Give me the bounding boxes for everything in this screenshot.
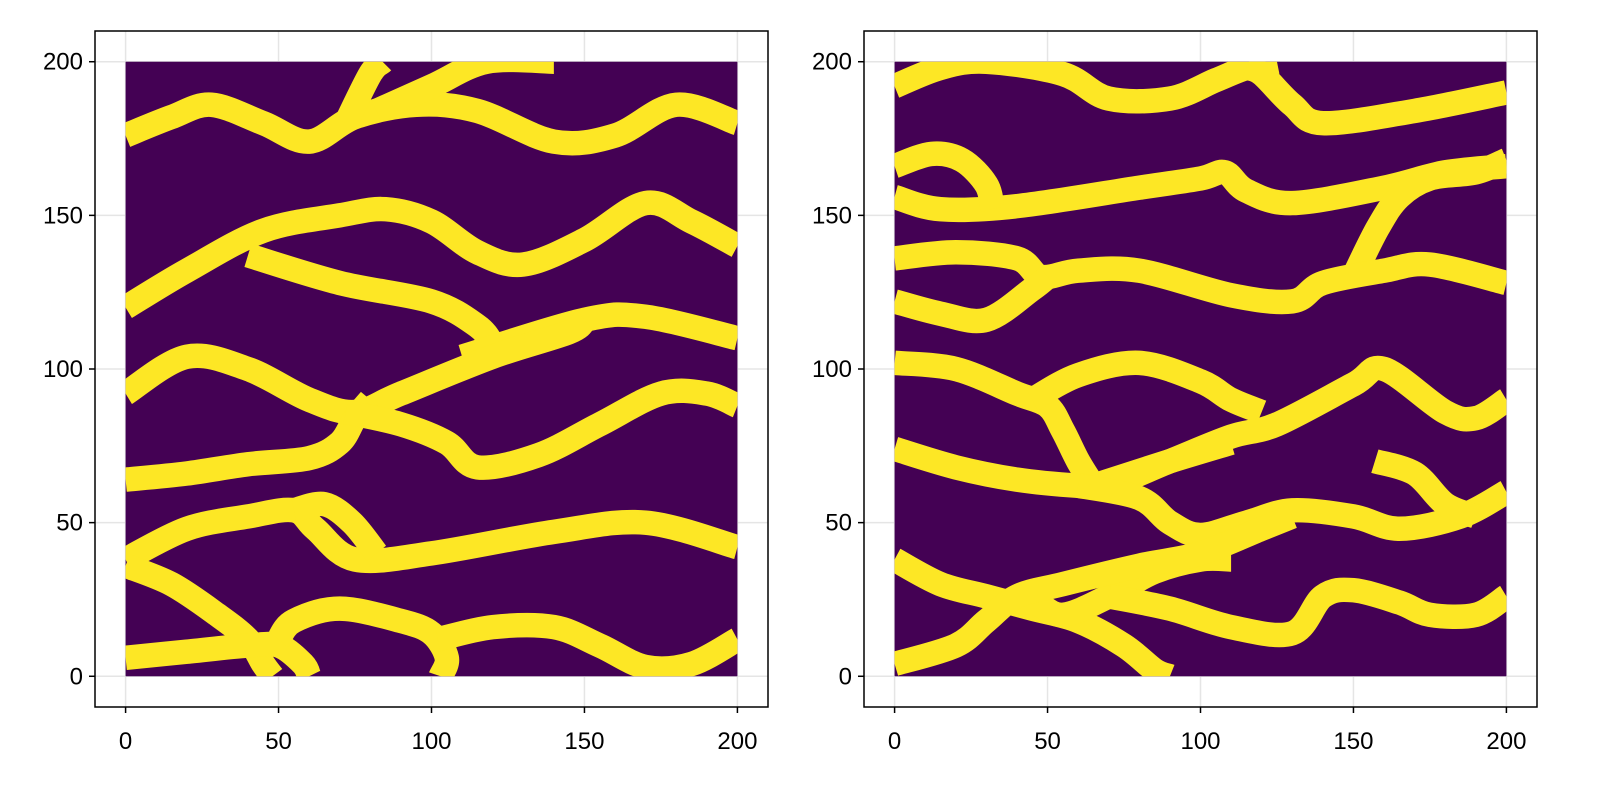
channel-7	[894, 267, 1056, 334]
y-tick-label: 0	[839, 663, 852, 690]
channel-2	[1241, 61, 1507, 136]
y-tick-label: 200	[43, 49, 83, 76]
x-tick-label: 0	[888, 728, 901, 755]
y-tick-label: 200	[812, 49, 852, 76]
channel-13	[125, 631, 321, 677]
channel-8	[894, 350, 1104, 493]
x-tick-label: 200	[717, 728, 757, 755]
x-tick-label: 150	[564, 728, 604, 755]
x-tick-label: 100	[1180, 728, 1220, 755]
channel-group	[894, 61, 1507, 677]
heatmap-panel-right: 0 50 100 150 200 0 50 100 150 200	[812, 30, 1538, 755]
x-tick-label: 150	[1333, 728, 1373, 755]
y-tick-label: 50	[56, 510, 83, 537]
y-tick-label: 50	[825, 510, 852, 537]
y-tick-label: 0	[70, 663, 83, 690]
channel-group	[125, 61, 738, 677]
channel-2	[334, 61, 392, 129]
channel-1	[894, 61, 1280, 114]
channel-12	[125, 554, 283, 677]
x-tick-label: 50	[1034, 728, 1061, 755]
y-tick-label: 100	[43, 356, 83, 383]
x-tick-label: 50	[265, 728, 292, 755]
channel-16	[894, 505, 1297, 676]
channel-11	[290, 491, 387, 561]
heatmap-panel-left: 0 50 100 150 200 0 50 100 150 200	[43, 30, 769, 755]
channel-15	[434, 612, 738, 677]
channel-4	[125, 190, 738, 319]
channel-6	[894, 239, 1507, 315]
channel-9	[343, 378, 738, 480]
channel-5	[1342, 148, 1507, 283]
channel-17	[1106, 577, 1507, 648]
channel-5	[244, 243, 503, 353]
x-tick-label: 100	[411, 728, 451, 755]
x-tick-label: 0	[119, 728, 132, 755]
channel-3	[371, 61, 554, 123]
channel-10	[125, 497, 738, 574]
channel-10	[894, 355, 1507, 501]
y-tick-label: 150	[43, 202, 83, 229]
x-tick-label: 200	[1486, 728, 1526, 755]
channel-13	[1371, 449, 1481, 529]
channel-4	[894, 141, 1005, 213]
channel-9	[1026, 350, 1267, 424]
y-tick-label: 150	[812, 202, 852, 229]
channel-14	[268, 596, 460, 677]
y-tick-label: 100	[812, 356, 852, 383]
